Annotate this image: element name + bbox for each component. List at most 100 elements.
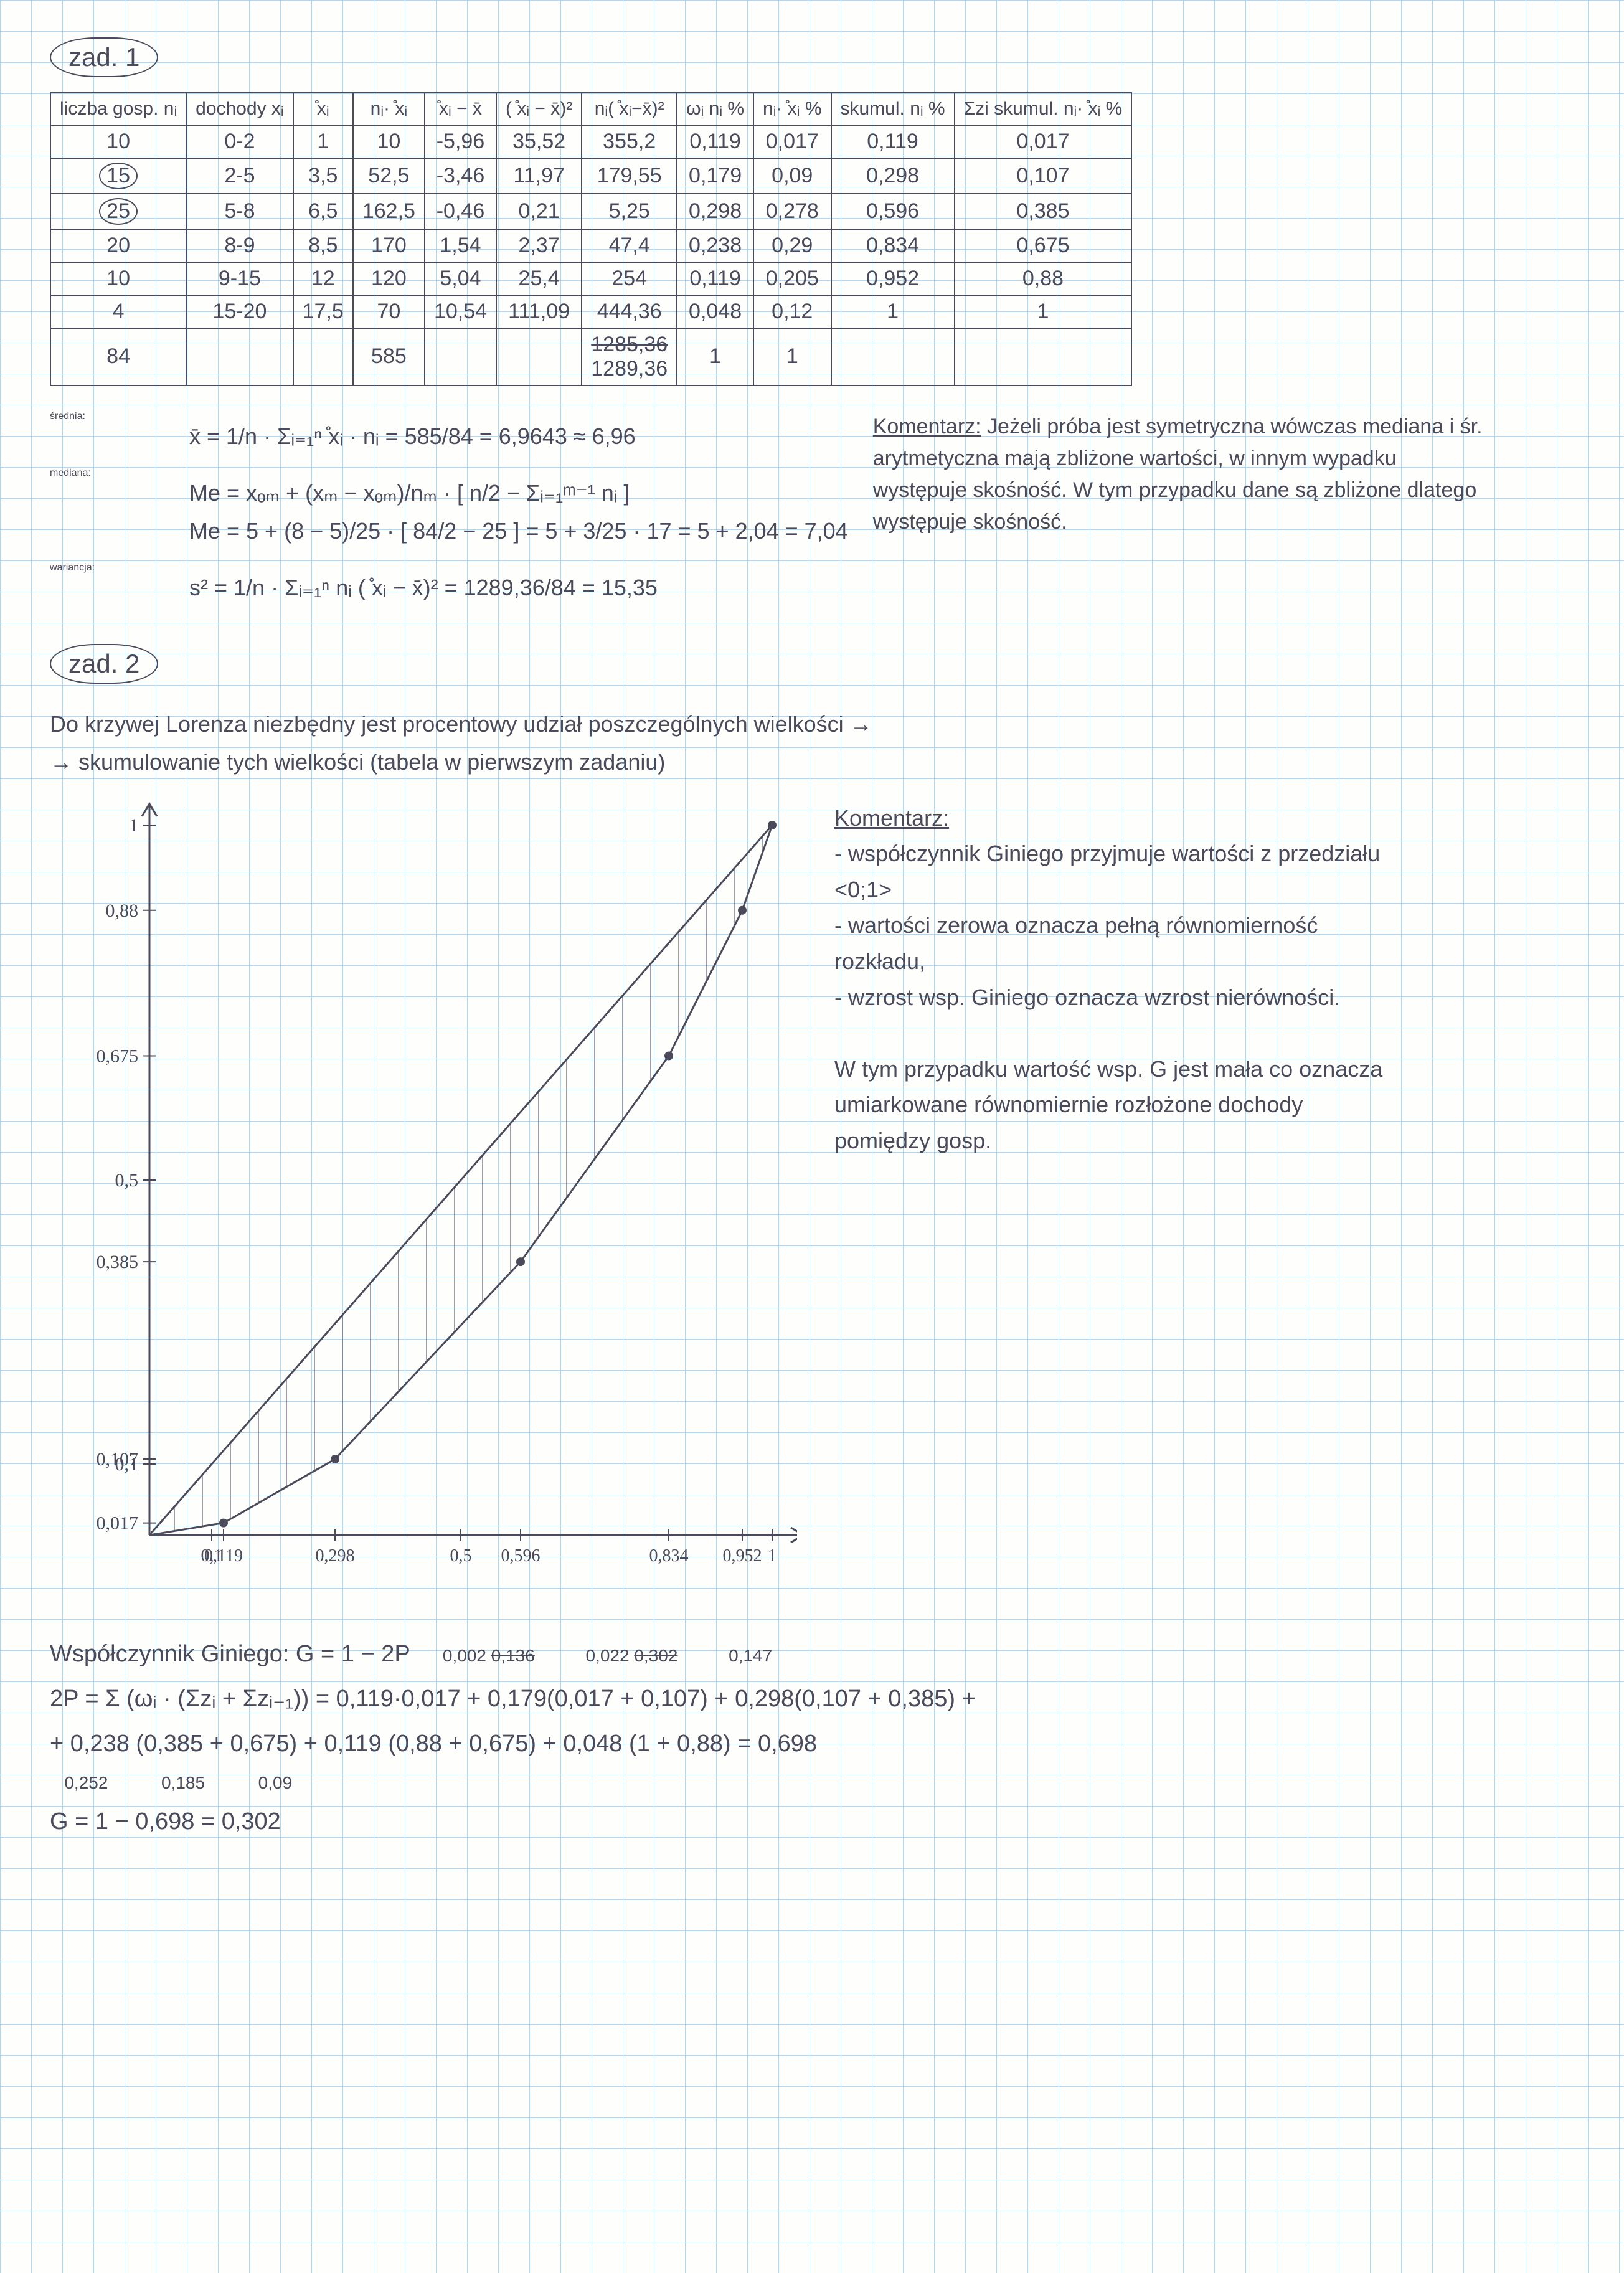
task1-badge: zad. 1: [50, 37, 158, 77]
page-content: zad. 1 liczba gosp. nᵢ dochody xᵢ ̊xᵢ nᵢ…: [0, 0, 1624, 1882]
comment2-title: Komentarz:: [834, 805, 949, 831]
median-line1: Me = xₒₘ + (xₘ − xₒₘ)/nₘ · [ n/2 − Σᵢ₌₁ᵐ…: [189, 480, 630, 506]
svg-text:1: 1: [768, 1546, 777, 1566]
cell-nx: 162,5: [353, 194, 425, 229]
total-nd2-strike: 1285,36: [591, 333, 668, 356]
median-line2: Me = 5 + (8 − 5)/25 · [ 84/2 − 25 ] = 5 …: [189, 518, 848, 544]
th-sw: skumul. nᵢ %: [831, 93, 955, 125]
lorenz-chart: 0,0170,10,1070,3850,50,6750,8810,10,1190…: [50, 800, 797, 1613]
median-row: mediana: Me = xₒₘ + (xₘ − xₒₘ)/nₘ · [ n/…: [50, 468, 848, 556]
task1-comment: Komentarz: Jeżeli próba jest symetryczna…: [873, 411, 1496, 538]
cell-nxp: 0,09: [753, 158, 831, 194]
cell-nxp: 0,278: [753, 194, 831, 229]
cell-w: 0,298: [677, 194, 753, 229]
cell-n: 10: [50, 262, 186, 295]
cell-nd2: 47,4: [582, 229, 677, 262]
table-header-row: liczba gosp. nᵢ dochody xᵢ ̊xᵢ nᵢ· ̊xᵢ ̊…: [50, 93, 1131, 125]
cell-d: 10,54: [425, 295, 496, 328]
cell-nx: 52,5: [353, 158, 425, 194]
table-row: 152-53,552,5-3,4611,97179,550,1790,090,2…: [50, 158, 1131, 194]
cell-xo: 6,5: [293, 194, 353, 229]
svg-text:0,107: 0,107: [97, 1449, 139, 1470]
cell-sw: 0,596: [831, 194, 955, 229]
total-nxp: 1: [753, 328, 831, 385]
gini-block: Współczynnik Giniego: G = 1 − 2P 0,002 0…: [50, 1632, 1574, 1845]
th-n: liczba gosp. nᵢ: [50, 93, 186, 125]
comment2-l4: W tym przypadku wartość wsp. G jest mała…: [834, 1056, 1382, 1153]
variance-formula: s² = 1/n · Σᵢ₌₁ⁿ nᵢ ( ̊xᵢ − x̄)² = 1289,…: [189, 569, 658, 607]
task2-badge: zad. 2: [50, 644, 158, 684]
svg-text:0,017: 0,017: [97, 1513, 139, 1533]
cell-sw: 1: [831, 295, 955, 328]
comment2-l2: - wartości zerowa oznacza pełną równomie…: [834, 912, 1318, 974]
cell-n: 15: [50, 158, 186, 194]
cell-snx: 0,88: [955, 262, 1132, 295]
cell-nd2: 355,2: [582, 125, 677, 158]
cell-xo: 17,5: [293, 295, 353, 328]
gini-title: Współczynnik Giniego: G = 1 − 2P 0,002 0…: [50, 1632, 1574, 1676]
th-nd2: nᵢ( ̊xᵢ−x̄)²: [582, 93, 677, 125]
svg-text:0,834: 0,834: [649, 1546, 689, 1566]
th-d2: ( ̊xᵢ − x̄)²: [496, 93, 582, 125]
cell-w: 0,048: [677, 295, 753, 328]
cell-d2: 111,09: [496, 295, 582, 328]
svg-text:0,596: 0,596: [501, 1546, 541, 1566]
cell-n: 25: [50, 194, 186, 229]
table-body: 100-2110-5,9635,52355,20,1190,0170,1190,…: [50, 125, 1131, 328]
cell-w: 0,119: [677, 125, 753, 158]
cell-nxp: 0,12: [753, 295, 831, 328]
table-row: 415-2017,57010,54111,09444,360,0480,1211: [50, 295, 1131, 328]
th-d: ̊xᵢ − x̄: [425, 93, 496, 125]
cell-d: 1,54: [425, 229, 496, 262]
cell-nd2: 254: [582, 262, 677, 295]
cell-x: 2-5: [186, 158, 293, 194]
cell-n: 20: [50, 229, 186, 262]
cell-d: -3,46: [425, 158, 496, 194]
cell-w: 0,179: [677, 158, 753, 194]
total-nd2: 1285,36 1289,36: [582, 328, 677, 385]
cell-d: 5,04: [425, 262, 496, 295]
table-row: 109-15121205,0425,42540,1190,2050,9520,8…: [50, 262, 1131, 295]
mean-label: średnia:: [50, 411, 174, 422]
cell-sw: 0,952: [831, 262, 955, 295]
cell-d2: 11,97: [496, 158, 582, 194]
th-xo: ̊xᵢ: [293, 93, 353, 125]
th-snx: Σzi skumul. nᵢ· ̊xᵢ %: [955, 93, 1132, 125]
table-row: 100-2110-5,9635,52355,20,1190,0170,1190,…: [50, 125, 1131, 158]
svg-text:0,952: 0,952: [723, 1546, 762, 1566]
cell-w: 0,119: [677, 262, 753, 295]
cell-nx: 170: [353, 229, 425, 262]
cell-x: 8-9: [186, 229, 293, 262]
cell-d2: 35,52: [496, 125, 582, 158]
gini-line1: 2P = Σ (ωᵢ · (Σzᵢ + Σzᵢ₋₁)) = 0,119·0,01…: [50, 1676, 1574, 1721]
gini-line2: + 0,238 (0,385 + 0,675) + 0,119 (0,88 + …: [50, 1721, 1574, 1799]
total-w: 1: [677, 328, 753, 385]
cell-nd2: 179,55: [582, 158, 677, 194]
cell-sw: 0,834: [831, 229, 955, 262]
cell-nx: 10: [353, 125, 425, 158]
cell-nx: 70: [353, 295, 425, 328]
cell-snx: 0,107: [955, 158, 1132, 194]
gini-result: G = 1 − 0,698 = 0,302: [50, 1799, 1574, 1844]
cell-d2: 0,21: [496, 194, 582, 229]
cell-sw: 0,298: [831, 158, 955, 194]
cell-n: 4: [50, 295, 186, 328]
cell-snx: 0,675: [955, 229, 1132, 262]
th-x: dochody xᵢ: [186, 93, 293, 125]
table-row: 208-98,51701,542,3747,40,2380,290,8340,6…: [50, 229, 1131, 262]
svg-text:0,88: 0,88: [106, 900, 139, 920]
comment2-l1: - współczynnik Giniego przyjmuje wartośc…: [834, 841, 1380, 902]
cell-snx: 1: [955, 295, 1132, 328]
total-nx: 585: [353, 328, 425, 385]
svg-text:0,5: 0,5: [115, 1170, 139, 1191]
th-nxp: nᵢ· ̊xᵢ %: [753, 93, 831, 125]
th-w: ωᵢ nᵢ %: [677, 93, 753, 125]
cell-nx: 120: [353, 262, 425, 295]
task2-intro: Do krzywej Lorenza niezbędny jest procen…: [50, 705, 1574, 781]
cell-xo: 12: [293, 262, 353, 295]
cell-w: 0,238: [677, 229, 753, 262]
data-table: liczba gosp. nᵢ dochody xᵢ ̊xᵢ nᵢ· ̊xᵢ ̊…: [50, 92, 1132, 386]
cell-x: 9-15: [186, 262, 293, 295]
th-nx: nᵢ· ̊xᵢ: [353, 93, 425, 125]
median-label: mediana:: [50, 468, 174, 479]
